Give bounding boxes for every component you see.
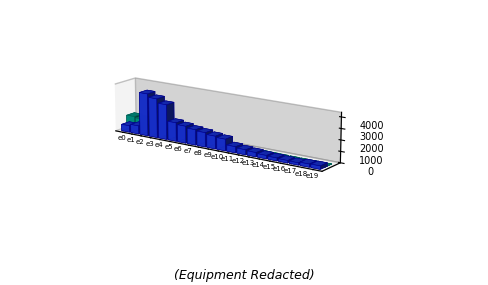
Text: (Equipment Redacted): (Equipment Redacted) [174, 269, 314, 282]
